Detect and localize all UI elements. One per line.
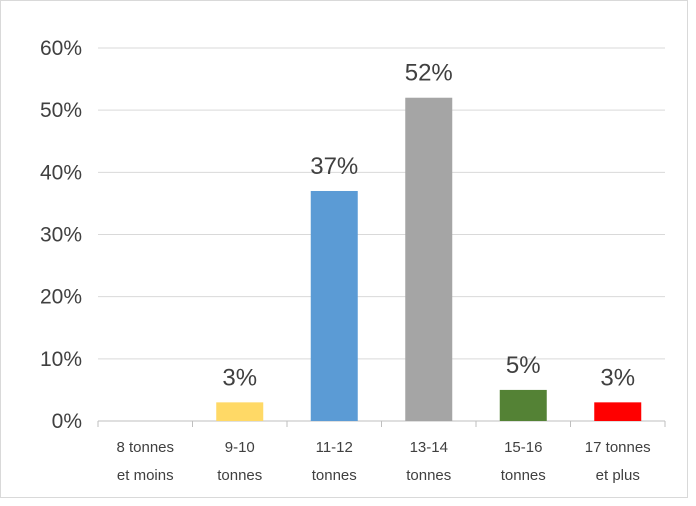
bar (216, 402, 264, 421)
y-tick-label: 20% (40, 286, 82, 309)
y-tick-label: 40% (40, 161, 82, 184)
category-label: 9-10 (225, 439, 255, 456)
category-label: tonnes (501, 467, 546, 484)
category-label: tonnes (312, 467, 357, 484)
data-label: 3% (600, 364, 635, 391)
category-label: 15-16 (504, 439, 542, 456)
y-tick-label: 0% (52, 410, 82, 433)
data-label: 5% (506, 352, 541, 379)
category-label: tonnes (406, 467, 451, 484)
data-label: 3% (222, 364, 257, 391)
bar (594, 402, 642, 421)
category-label: 11-12 (316, 439, 353, 456)
bar (499, 389, 547, 421)
category-label: 17 tonnes (585, 439, 651, 456)
category-label: tonnes (217, 467, 262, 484)
category-label: 8 tonnes (116, 439, 174, 456)
y-tick-label: 30% (40, 224, 82, 247)
category-label: 13-14 (410, 439, 448, 456)
y-tick-label: 50% (40, 99, 82, 122)
bar (405, 97, 453, 421)
category-label: et moins (117, 467, 174, 484)
category-label: et plus (596, 467, 640, 484)
bar (310, 190, 358, 421)
data-label: 52% (405, 60, 453, 87)
y-tick-label: 60% (40, 37, 82, 60)
y-tick-label: 10% (40, 348, 82, 371)
data-label: 37% (310, 153, 358, 180)
